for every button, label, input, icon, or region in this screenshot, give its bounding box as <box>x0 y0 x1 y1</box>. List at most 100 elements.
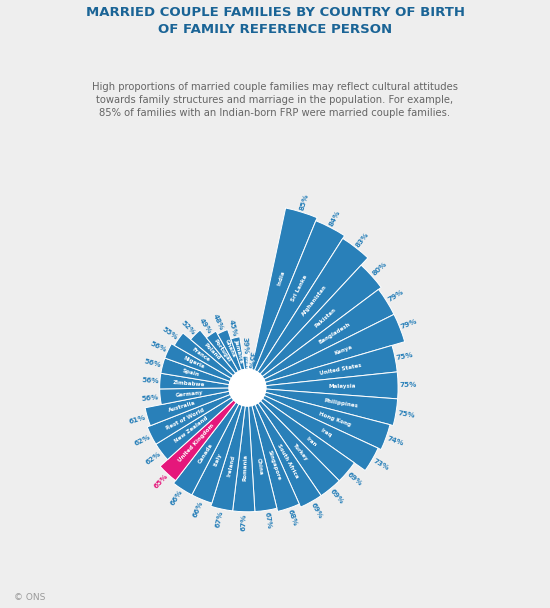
Wedge shape <box>206 331 239 373</box>
Wedge shape <box>160 388 229 404</box>
Wedge shape <box>165 344 232 381</box>
Circle shape <box>229 369 266 406</box>
Text: 65%: 65% <box>152 473 169 489</box>
Text: 62%: 62% <box>133 434 151 447</box>
Text: MARRIED COUPLE FAMILIES BY COUNTRY OF BIRTH
OF FAMILY REFERENCE PERSON: MARRIED COUPLE FAMILIES BY COUNTRY OF BI… <box>85 6 465 36</box>
Wedge shape <box>264 392 390 449</box>
Wedge shape <box>265 345 397 385</box>
Text: 69%: 69% <box>346 471 364 486</box>
Text: 79%: 79% <box>387 289 404 303</box>
Text: Iran: Iran <box>305 436 317 447</box>
Text: Romania: Romania <box>242 454 248 481</box>
Text: Iraq: Iraq <box>320 428 333 438</box>
Wedge shape <box>145 391 230 426</box>
Text: 67%: 67% <box>240 513 247 531</box>
Text: New Zealand: New Zealand <box>174 415 209 444</box>
Wedge shape <box>160 400 236 480</box>
Text: Kenya: Kenya <box>333 344 353 356</box>
Text: © ONS: © ONS <box>14 593 46 603</box>
Text: Spain: Spain <box>182 368 200 378</box>
Text: France: France <box>191 347 211 363</box>
Text: India: India <box>277 271 286 287</box>
Text: Somalia: Somalia <box>246 357 254 382</box>
Text: Pakistan: Pakistan <box>314 307 337 328</box>
Wedge shape <box>260 398 354 481</box>
Text: 39%: 39% <box>241 337 249 355</box>
Wedge shape <box>192 404 242 503</box>
Wedge shape <box>255 403 321 507</box>
Wedge shape <box>257 238 368 374</box>
Wedge shape <box>260 265 381 376</box>
Text: 56%: 56% <box>141 394 159 402</box>
Text: 66%: 66% <box>170 489 184 507</box>
Text: 52%: 52% <box>180 319 196 336</box>
Text: China: China <box>256 457 263 475</box>
Text: 74%: 74% <box>387 435 405 446</box>
Wedge shape <box>174 402 239 495</box>
Wedge shape <box>174 333 233 378</box>
Text: Jamaica: Jamaica <box>233 339 244 364</box>
Text: 80%: 80% <box>371 261 388 277</box>
Text: 75%: 75% <box>399 382 417 389</box>
Text: Poland: Poland <box>202 342 221 361</box>
Text: Portugal: Portugal <box>212 338 232 363</box>
Wedge shape <box>249 406 277 511</box>
Text: 68%: 68% <box>286 508 298 527</box>
Text: 48%: 48% <box>212 313 224 331</box>
Text: 61%: 61% <box>129 415 147 425</box>
Text: Australia: Australia <box>168 401 196 413</box>
Text: 67%: 67% <box>263 511 272 530</box>
Wedge shape <box>161 358 230 385</box>
Wedge shape <box>191 330 236 376</box>
Wedge shape <box>160 373 229 389</box>
Text: Canada: Canada <box>197 442 214 465</box>
Text: Rest of World: Rest of World <box>164 407 205 430</box>
Text: High proportions of married couple families may reflect cultural attitudes
towar: High proportions of married couple famil… <box>92 82 458 119</box>
Text: 62%: 62% <box>145 451 162 466</box>
Text: 66%: 66% <box>192 500 204 518</box>
Text: Italy: Italy <box>213 452 223 467</box>
Text: Singapore: Singapore <box>266 449 282 481</box>
Wedge shape <box>231 337 245 370</box>
Text: 73%: 73% <box>372 458 390 472</box>
Text: 69%: 69% <box>329 488 345 505</box>
Wedge shape <box>262 395 378 471</box>
Text: United Kingdom: United Kingdom <box>177 423 214 463</box>
Text: 56%: 56% <box>144 358 162 368</box>
Wedge shape <box>258 401 339 496</box>
Text: Bangladesh: Bangladesh <box>318 322 351 345</box>
Wedge shape <box>156 397 234 460</box>
Text: Germany: Germany <box>175 390 204 398</box>
Wedge shape <box>243 356 249 370</box>
Wedge shape <box>251 208 317 371</box>
Text: 69%: 69% <box>309 502 323 520</box>
Text: 67%: 67% <box>215 510 224 528</box>
Text: Ireland: Ireland <box>226 454 235 477</box>
Wedge shape <box>218 330 241 371</box>
Text: United States: United States <box>320 363 362 376</box>
Text: Hong Kong: Hong Kong <box>318 411 352 427</box>
Text: 79%: 79% <box>400 318 419 330</box>
Text: Zimbabwe: Zimbabwe <box>173 379 205 387</box>
Wedge shape <box>266 372 398 399</box>
Text: Ghana: Ghana <box>223 338 236 358</box>
Wedge shape <box>255 221 344 372</box>
Wedge shape <box>264 314 405 382</box>
Text: 75%: 75% <box>396 352 414 361</box>
Text: South Africa: South Africa <box>277 443 300 478</box>
Text: 56%: 56% <box>150 340 168 353</box>
Text: 84%: 84% <box>328 210 342 227</box>
Wedge shape <box>233 406 255 512</box>
Wedge shape <box>265 389 398 426</box>
Text: Nigeria: Nigeria <box>183 356 206 370</box>
Text: Malaysia: Malaysia <box>329 384 356 389</box>
Text: Lithuania: Lithuania <box>243 347 249 376</box>
Text: Sri Lanka: Sri Lanka <box>290 274 308 302</box>
Text: 75%: 75% <box>397 410 415 418</box>
Text: 45%: 45% <box>228 319 238 337</box>
Wedge shape <box>252 404 299 511</box>
Text: 49%: 49% <box>198 317 213 335</box>
Text: Philippines: Philippines <box>323 398 359 409</box>
Wedge shape <box>147 395 232 444</box>
Wedge shape <box>211 405 245 511</box>
